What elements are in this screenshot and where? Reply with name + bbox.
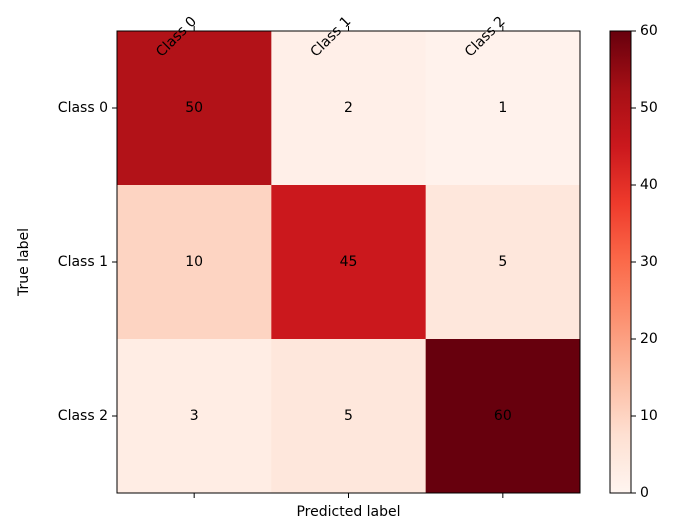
heatmap-cells [117, 31, 581, 494]
colorbar-tick-label: 10 [640, 408, 658, 424]
y-tick-label: Class 2 [58, 408, 108, 424]
heatmap-cell-r1-c2 [425, 185, 581, 340]
y-tick-label: Class 1 [58, 254, 108, 270]
heatmap-cell-r0-c1 [271, 31, 427, 186]
heatmap-cell-labels: 50 2 1 10 45 5 3 5 60 [185, 100, 511, 424]
colorbar-tick-label: 0 [640, 485, 649, 501]
cell-value-label: 45 [340, 254, 358, 270]
heatmap-cell-r0-c2 [425, 31, 581, 186]
heatmap-cell-r2-c2 [425, 339, 581, 494]
heatmap-cell-r2-c1 [271, 339, 427, 494]
cell-value-label: 3 [190, 408, 199, 424]
colorbar-tick-label: 50 [640, 100, 658, 116]
cell-value-label: 10 [185, 254, 203, 270]
heatmap-cell-r1-c1 [271, 185, 427, 340]
cell-value-label: 5 [498, 254, 507, 270]
y-tick-label: Class 0 [58, 100, 108, 116]
cell-value-label: 60 [494, 408, 512, 424]
heatmap-cell-r2-c0 [117, 339, 272, 494]
colorbar [609, 30, 632, 494]
cell-value-label: 1 [498, 100, 507, 116]
y-axis-ticks: Class 0 Class 1 Class 2 [58, 100, 117, 424]
cell-value-label: 50 [185, 100, 203, 116]
colorbar-ticks: 0 10 20 30 40 50 60 [631, 23, 658, 501]
colorbar-tick-label: 20 [640, 331, 658, 347]
y-axis-label: True label [16, 228, 32, 297]
heatmap-cell-r1-c0 [117, 185, 272, 340]
cell-value-label: 2 [344, 100, 353, 116]
colorbar-tick-label: 30 [640, 254, 658, 270]
heatmap-cell-r0-c0 [117, 31, 272, 186]
colorbar-tick-label: 40 [640, 177, 658, 193]
colorbar-tick-label: 60 [640, 23, 658, 39]
cell-value-label: 5 [344, 408, 353, 424]
x-axis-label: Predicted label [296, 504, 400, 520]
